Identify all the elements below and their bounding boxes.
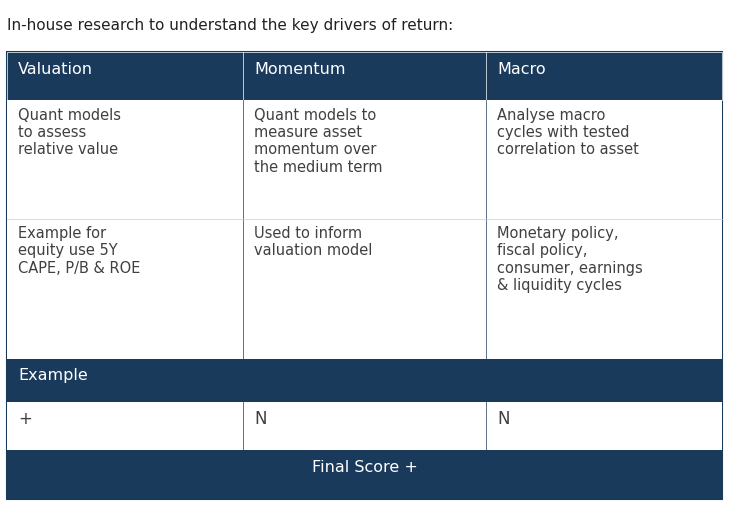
Text: In-house research to understand the key drivers of return:: In-house research to understand the key … <box>7 18 453 33</box>
Text: Valuation: Valuation <box>18 62 93 76</box>
Text: Monetary policy,
fiscal policy,
consumer, earnings
& liquidity cycles: Monetary policy, fiscal policy, consumer… <box>497 225 643 293</box>
Bar <box>7 402 722 450</box>
Bar <box>7 101 243 219</box>
Text: Example: Example <box>18 367 88 382</box>
Bar <box>7 450 722 499</box>
Text: Macro: Macro <box>497 62 545 76</box>
Bar <box>7 359 722 402</box>
Bar <box>486 53 722 101</box>
Text: Example for
equity use 5Y
CAPE, P/B & ROE: Example for equity use 5Y CAPE, P/B & RO… <box>18 225 141 275</box>
Bar <box>7 53 722 101</box>
Bar <box>243 101 486 219</box>
Bar <box>7 219 243 359</box>
Bar <box>243 219 486 359</box>
Bar <box>486 219 722 359</box>
Text: Final Score +: Final Score + <box>311 459 418 474</box>
Text: Momentum: Momentum <box>254 62 346 76</box>
Text: N: N <box>254 409 267 428</box>
Bar <box>7 53 243 101</box>
Bar <box>243 53 486 101</box>
Bar <box>7 53 722 499</box>
Text: +: + <box>18 409 32 428</box>
Bar <box>486 101 722 219</box>
Text: N: N <box>497 409 510 428</box>
Text: Used to inform
valuation model: Used to inform valuation model <box>254 225 373 258</box>
Text: Quant models to
measure asset
momentum over
the medium term: Quant models to measure asset momentum o… <box>254 107 383 175</box>
Text: Analyse macro
cycles with tested
correlation to asset: Analyse macro cycles with tested correla… <box>497 107 639 157</box>
Text: Quant models
to assess
relative value: Quant models to assess relative value <box>18 107 121 157</box>
